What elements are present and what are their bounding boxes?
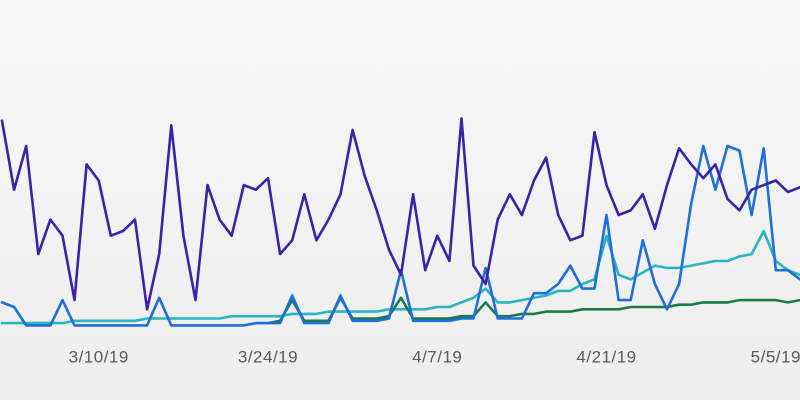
x-tick-label: 3/10/19 [69, 347, 129, 366]
x-tick-label: 4/7/19 [412, 347, 462, 366]
series-line [0, 117, 800, 311]
series-line [266, 296, 800, 325]
x-tick-label: 3/24/19 [238, 347, 298, 366]
x-tick-label: 5/5/19 [751, 347, 800, 366]
series-line [0, 229, 800, 325]
x-tick-label: 4/21/19 [576, 347, 636, 366]
